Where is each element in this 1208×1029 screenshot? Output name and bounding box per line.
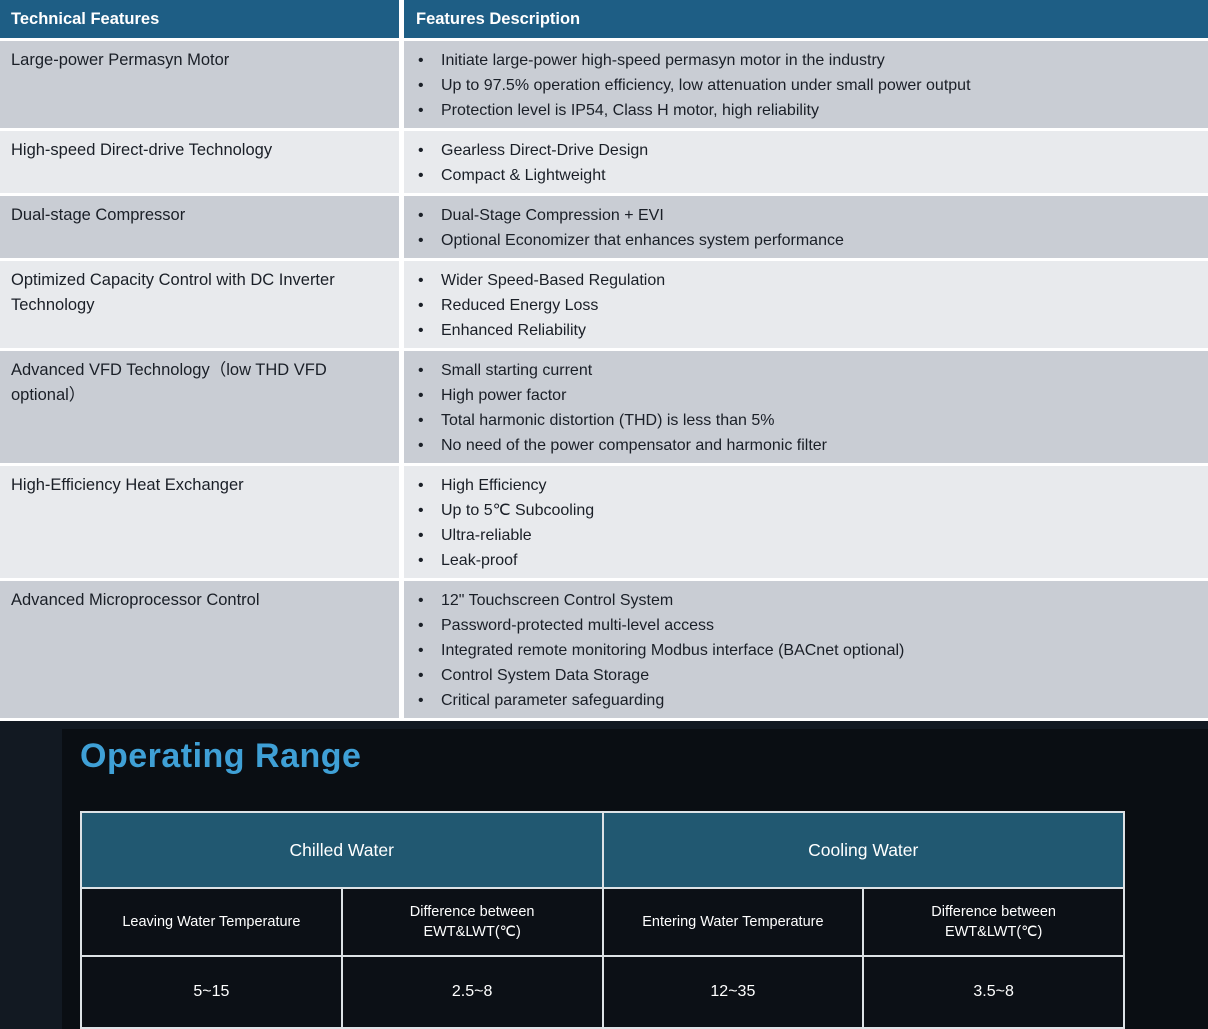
feature-bullet: Ultra-reliable [404, 523, 1200, 548]
feature-name-cell: Optimized Capacity Control with DC Inver… [0, 261, 404, 348]
column-header-cell: Difference between EWT&LWT(℃) [340, 887, 604, 957]
feature-bullet: Protection level is IP54, Class H motor,… [404, 98, 1200, 123]
water-group-chilled: Chilled Water [80, 811, 604, 889]
water-group-row: Chilled Water Cooling Water [80, 811, 1125, 889]
features-table: Technical Features Features Description … [0, 0, 1208, 721]
feature-bullet-list: Dual-Stage Compression + EVIOptional Eco… [404, 203, 1200, 253]
feature-row: Advanced VFD Technology（low THD VFD opti… [0, 351, 1208, 466]
feature-bullet: Leak-proof [404, 548, 1200, 573]
column-header-cell: Difference between EWT&LWT(℃) [862, 887, 1125, 957]
feature-name-cell: Dual-stage Compressor [0, 196, 404, 258]
column-header-cell: Leaving Water Temperature [80, 887, 343, 957]
feature-bullet: Small starting current [404, 358, 1200, 383]
feature-bullet: Integrated remote monitoring Modbus inte… [404, 638, 1200, 663]
feature-bullet: Up to 97.5% operation efficiency, low at… [404, 73, 1200, 98]
feature-bullet-list: High EfficiencyUp to 5℃ SubcoolingUltra-… [404, 473, 1200, 573]
feature-bullet-list: Initiate large-power high-speed permasyn… [404, 48, 1200, 123]
feature-row: Optimized Capacity Control with DC Inver… [0, 261, 1208, 351]
feature-bullet: Gearless Direct-Drive Design [404, 138, 1200, 163]
feature-bullet-list: 12" Touchscreen Control SystemPassword-p… [404, 588, 1200, 713]
feature-name-cell: Advanced VFD Technology（low THD VFD opti… [0, 351, 404, 463]
features-table-body: Large-power Permasyn Motor Initiate larg… [0, 41, 1208, 721]
value-cell: 12~35 [601, 955, 865, 1029]
feature-row: High-speed Direct-drive Technology Gearl… [0, 131, 1208, 196]
water-group-cooling: Cooling Water [601, 811, 1125, 889]
operating-range-title: Operating Range [80, 737, 362, 775]
feature-name-cell: High-speed Direct-drive Technology [0, 131, 404, 193]
feature-row: High-Efficiency Heat Exchanger High Effi… [0, 466, 1208, 581]
feature-bullet: Compact & Lightweight [404, 163, 1200, 188]
operating-range-table: Chilled Water Cooling Water Leaving Wate… [80, 811, 1125, 1029]
feature-name-cell: Large-power Permasyn Motor [0, 41, 404, 128]
features-table-header: Technical Features Features Description [0, 0, 1208, 41]
value-cell: 3.5~8 [862, 955, 1125, 1029]
value-cell: 5~15 [80, 955, 343, 1029]
header-technical-features: Technical Features [0, 0, 404, 38]
column-header-row: Leaving Water Temperature Difference betw… [80, 887, 1125, 957]
feature-bullet: Control System Data Storage [404, 663, 1200, 688]
feature-row: Advanced Microprocessor Control 12" Touc… [0, 581, 1208, 721]
feature-bullet: Up to 5℃ Subcooling [404, 498, 1200, 523]
feature-bullet: Dual-Stage Compression + EVI [404, 203, 1200, 228]
feature-bullet-list: Small starting currentHigh power factorT… [404, 358, 1200, 458]
feature-bullet: Optional Economizer that enhances system… [404, 228, 1200, 253]
feature-bullet: Enhanced Reliability [404, 318, 1200, 343]
feature-row: Dual-stage Compressor Dual-Stage Compres… [0, 196, 1208, 261]
feature-bullet: Wider Speed-Based Regulation [404, 268, 1200, 293]
feature-bullet: Total harmonic distortion (THD) is less … [404, 408, 1200, 433]
feature-bullet: Initiate large-power high-speed permasyn… [404, 48, 1200, 73]
feature-bullet: 12" Touchscreen Control System [404, 588, 1200, 613]
feature-name-cell: High-Efficiency Heat Exchanger [0, 466, 404, 578]
feature-description-cell: Dual-Stage Compression + EVIOptional Eco… [404, 196, 1208, 258]
header-features-description: Features Description [416, 10, 581, 28]
feature-bullet: Reduced Energy Loss [404, 293, 1200, 318]
feature-description-cell: High EfficiencyUp to 5℃ SubcoolingUltra-… [404, 466, 1208, 578]
feature-bullet-list: Wider Speed-Based RegulationReduced Ener… [404, 268, 1200, 343]
feature-description-cell: Initiate large-power high-speed permasyn… [404, 41, 1208, 128]
feature-bullet: No need of the power compensator and har… [404, 433, 1200, 458]
feature-row: Large-power Permasyn Motor Initiate larg… [0, 41, 1208, 131]
feature-bullet: High power factor [404, 383, 1200, 408]
feature-description-cell: Wider Speed-Based RegulationReduced Ener… [404, 261, 1208, 348]
operating-range-section: Operating Range Chilled Water Cooling Wa… [0, 721, 1208, 1029]
feature-bullet: Critical parameter safeguarding [404, 688, 1200, 713]
column-header-cell: Entering Water Temperature [601, 887, 865, 957]
feature-bullet: Password-protected multi-level access [404, 613, 1200, 638]
feature-description-cell: Gearless Direct-Drive DesignCompact & Li… [404, 131, 1208, 193]
feature-description-cell: Small starting currentHigh power factorT… [404, 351, 1208, 463]
feature-name-cell: Advanced Microprocessor Control [0, 581, 404, 718]
feature-bullet-list: Gearless Direct-Drive DesignCompact & Li… [404, 138, 1200, 188]
values-row: 5~15 2.5~8 12~35 3.5~8 [80, 955, 1125, 1029]
feature-description-cell: 12" Touchscreen Control SystemPassword-p… [404, 581, 1208, 718]
feature-bullet: High Efficiency [404, 473, 1200, 498]
value-cell: 2.5~8 [340, 955, 604, 1029]
